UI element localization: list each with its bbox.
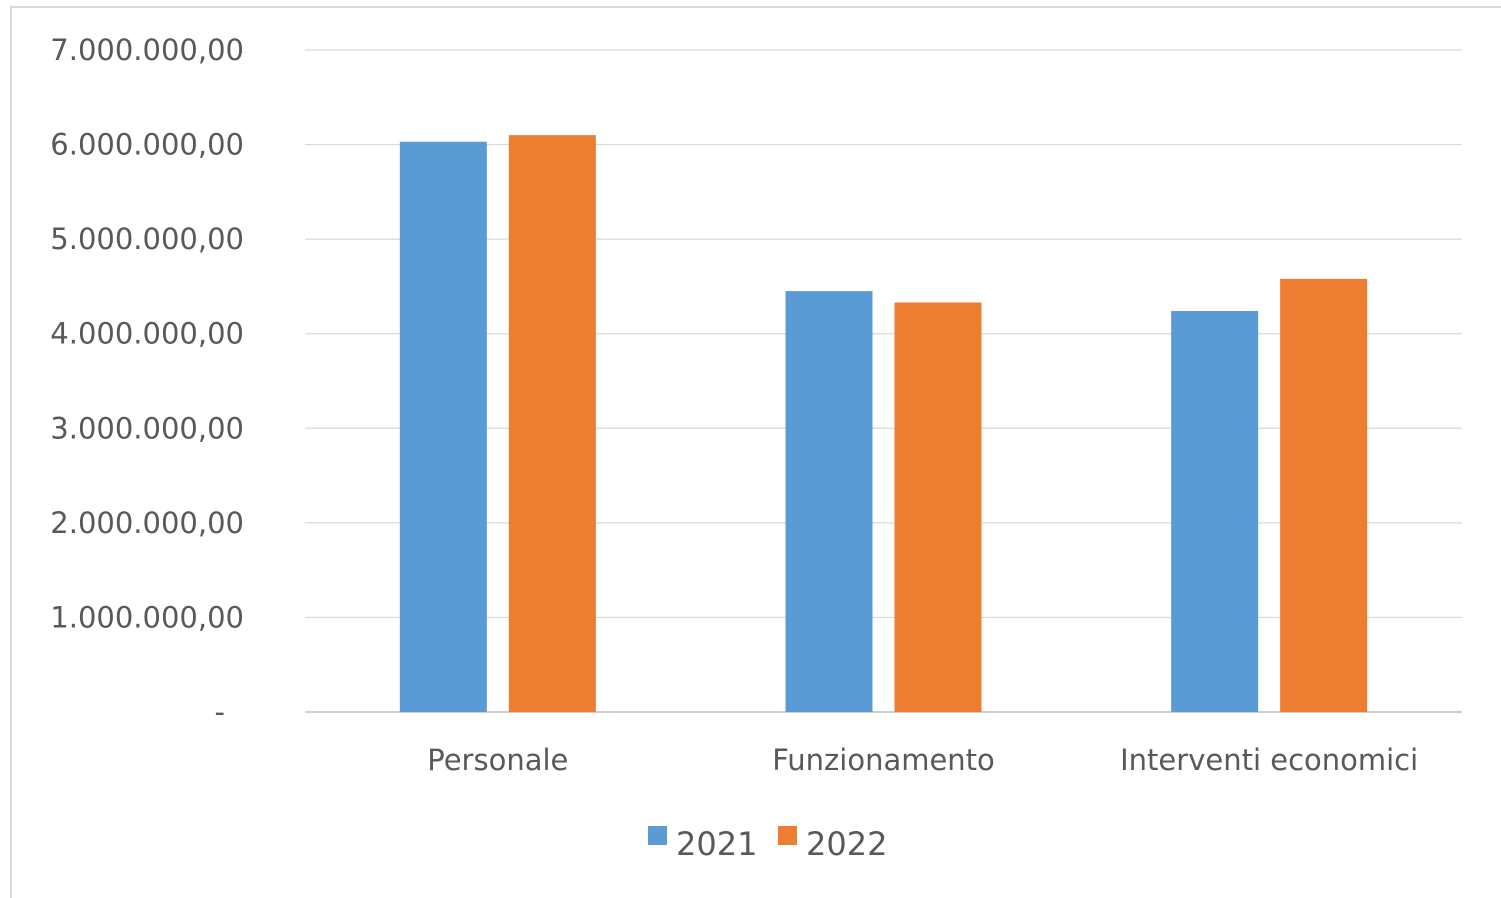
legend-label: 2021	[676, 825, 757, 863]
y-tick-label: 5.000.000,00	[50, 222, 244, 256]
bar-2021-interventi-economici	[1171, 311, 1259, 712]
bar-2021-funzionamento	[785, 291, 873, 712]
x-category-label: Interventi economici	[1120, 743, 1418, 777]
y-tick-label: 3.000.000,00	[50, 411, 244, 445]
y-tick-label: 4.000.000,00	[50, 317, 244, 351]
legend-swatch-2021	[648, 826, 667, 845]
x-category-label: Personale	[427, 743, 568, 777]
x-category-label: Funzionamento	[772, 743, 995, 777]
bar-2021-personale	[399, 141, 487, 713]
bar-2022-interventi-economici	[1280, 278, 1368, 712]
y-tick-label: 7.000.000,00	[50, 33, 244, 67]
chart-frame	[10, 6, 1501, 898]
y-tick-label: 2.000.000,00	[50, 506, 244, 540]
y-tick-label: 1.000.000,00	[50, 600, 244, 634]
bar-2022-funzionamento	[894, 302, 982, 712]
bar-2022-personale	[508, 135, 596, 713]
y-tick-label: 6.000.000,00	[50, 128, 244, 162]
legend-swatch-2022	[778, 826, 797, 845]
legend-label: 2022	[806, 825, 887, 863]
y-tick-label: -	[215, 695, 225, 729]
